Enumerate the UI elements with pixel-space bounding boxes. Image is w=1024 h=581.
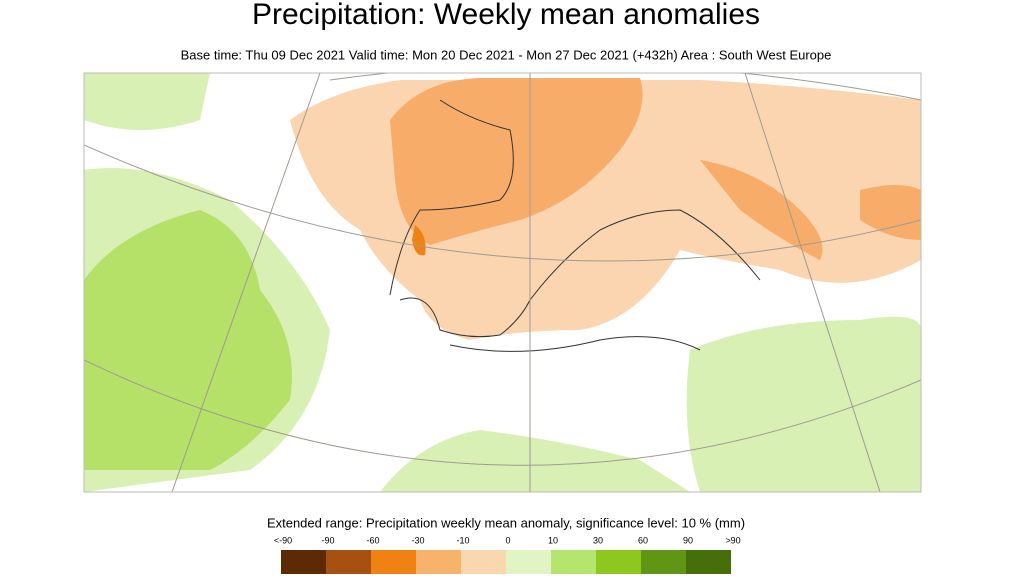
map xyxy=(83,72,922,493)
legend-label: -90 xyxy=(321,535,334,545)
legend-label: -30 xyxy=(411,535,424,545)
legend-swatch xyxy=(281,550,326,574)
legend-swatch xyxy=(596,550,641,574)
legend-label: -60 xyxy=(366,535,379,545)
legend-label: 10 xyxy=(548,535,558,545)
legend-swatch xyxy=(686,550,731,574)
legend-swatch xyxy=(416,550,461,574)
legend-label: <-90 xyxy=(274,535,292,545)
legend-label: 90 xyxy=(683,535,693,545)
title: Precipitation: Weekly mean anomalies xyxy=(252,0,760,31)
legend-label: 0 xyxy=(505,535,510,545)
legend-label: -10 xyxy=(456,535,469,545)
legend-label: 60 xyxy=(638,535,648,545)
legend-swatch xyxy=(641,550,686,574)
legend-label: >90 xyxy=(725,535,740,545)
legend-swatch xyxy=(326,550,371,574)
legend-title: Extended range: Precipitation weekly mea… xyxy=(267,515,745,530)
subtitle: Base time: Thu 09 Dec 2021 Valid time: M… xyxy=(181,47,832,62)
legend-swatch xyxy=(371,550,416,574)
legend: <-90 -90 -60 -30 -10 0 10 30 60 90 >90 xyxy=(274,535,741,574)
legend-swatch xyxy=(461,550,506,574)
legend-swatch xyxy=(506,550,551,574)
legend-swatch xyxy=(551,550,596,574)
legend-label: 30 xyxy=(593,535,603,545)
